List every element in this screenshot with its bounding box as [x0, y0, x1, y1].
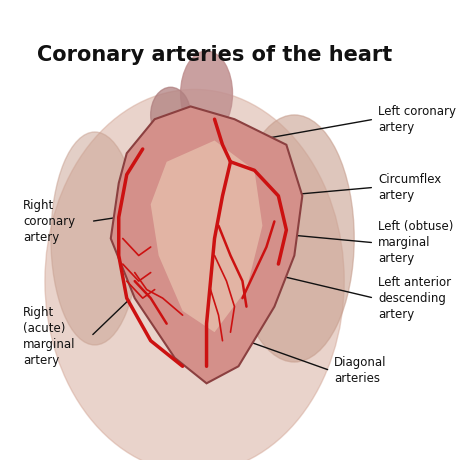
- Text: Left (obtuse)
marginal
artery: Left (obtuse) marginal artery: [378, 220, 454, 265]
- Text: Left coronary
artery: Left coronary artery: [378, 104, 456, 133]
- Ellipse shape: [51, 132, 139, 345]
- Ellipse shape: [235, 115, 354, 362]
- Polygon shape: [111, 106, 302, 383]
- Text: Right
coronary
artery: Right coronary artery: [23, 199, 75, 244]
- Ellipse shape: [151, 87, 191, 142]
- Text: Left anterior
descending
artery: Left anterior descending artery: [378, 276, 451, 321]
- Text: Circumflex
artery: Circumflex artery: [378, 173, 441, 202]
- Ellipse shape: [181, 51, 232, 136]
- Text: Coronary arteries of the heart: Coronary arteries of the heart: [37, 45, 392, 65]
- Polygon shape: [151, 141, 263, 332]
- Ellipse shape: [45, 89, 344, 473]
- Text: Right
(acute)
marginal
artery: Right (acute) marginal artery: [23, 306, 75, 367]
- Text: Diagonal
arteries: Diagonal arteries: [334, 356, 387, 385]
